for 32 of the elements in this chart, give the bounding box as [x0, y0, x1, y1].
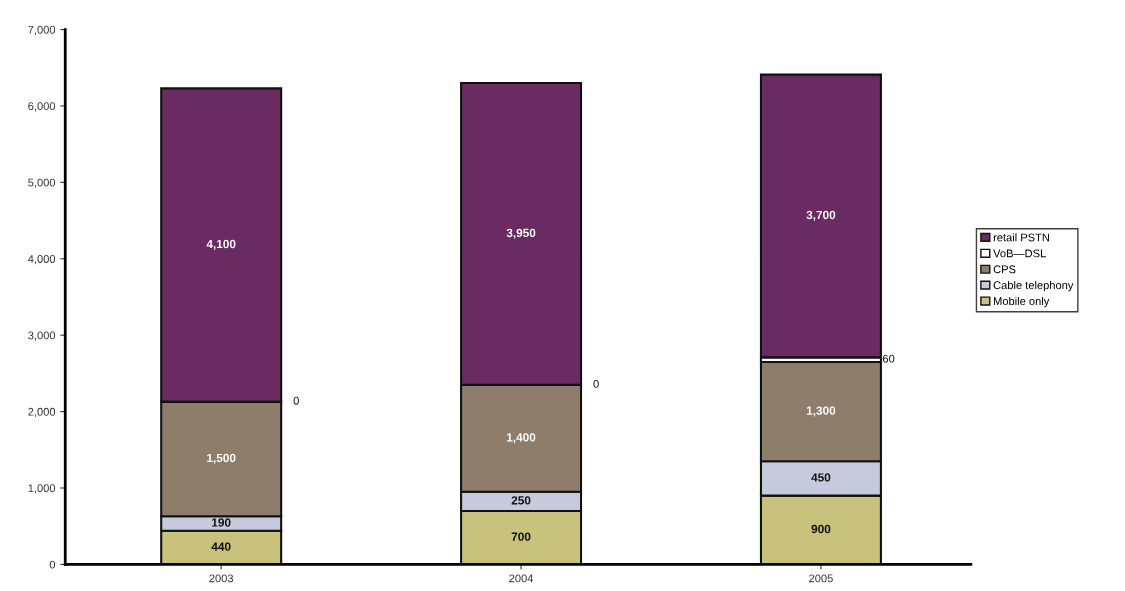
x-tick-label: 2003: [209, 574, 234, 583]
data-label: 700: [511, 532, 531, 541]
y-tick-label: 7,000: [28, 25, 56, 35]
data-label: 4,100: [206, 239, 236, 250]
annotation: 0: [593, 379, 599, 388]
legend-label: VoB—DSL: [993, 249, 1046, 258]
y-tick-label: 0: [49, 560, 56, 569]
y-tick-label: 4,000: [27, 255, 56, 265]
legend-label: Cable telephony: [993, 280, 1074, 292]
data-label: 450: [811, 473, 831, 482]
bar: [759, 73, 882, 359]
data-label: 3,700: [806, 210, 836, 221]
x-tick-label: 2005: [809, 574, 833, 583]
y-tick-label: 2,000: [28, 407, 56, 418]
legend-label: CPS: [993, 265, 1016, 274]
data-label: 250: [511, 496, 531, 505]
legend-label: retail PSTN: [993, 233, 1049, 242]
y-tick-label: 5,000: [28, 178, 56, 188]
y-tick-label: 1,000: [28, 484, 56, 494]
y-tick-label: 6,000: [28, 102, 56, 112]
data-label: 1,400: [507, 433, 536, 444]
annotation: 0: [293, 396, 299, 405]
data-label: 190: [212, 518, 231, 527]
data-label: 1,500: [207, 453, 236, 464]
data-label: 440: [211, 542, 231, 551]
legend-label: Mobile only: [994, 296, 1050, 308]
y-tick-label: 3,000: [28, 331, 56, 341]
data-label: 3,950: [506, 228, 536, 239]
x-tick-label: 2004: [509, 574, 534, 583]
data-label: 1,300: [806, 406, 836, 417]
data-label: 60: [882, 354, 895, 363]
data-label: 900: [811, 524, 831, 534]
